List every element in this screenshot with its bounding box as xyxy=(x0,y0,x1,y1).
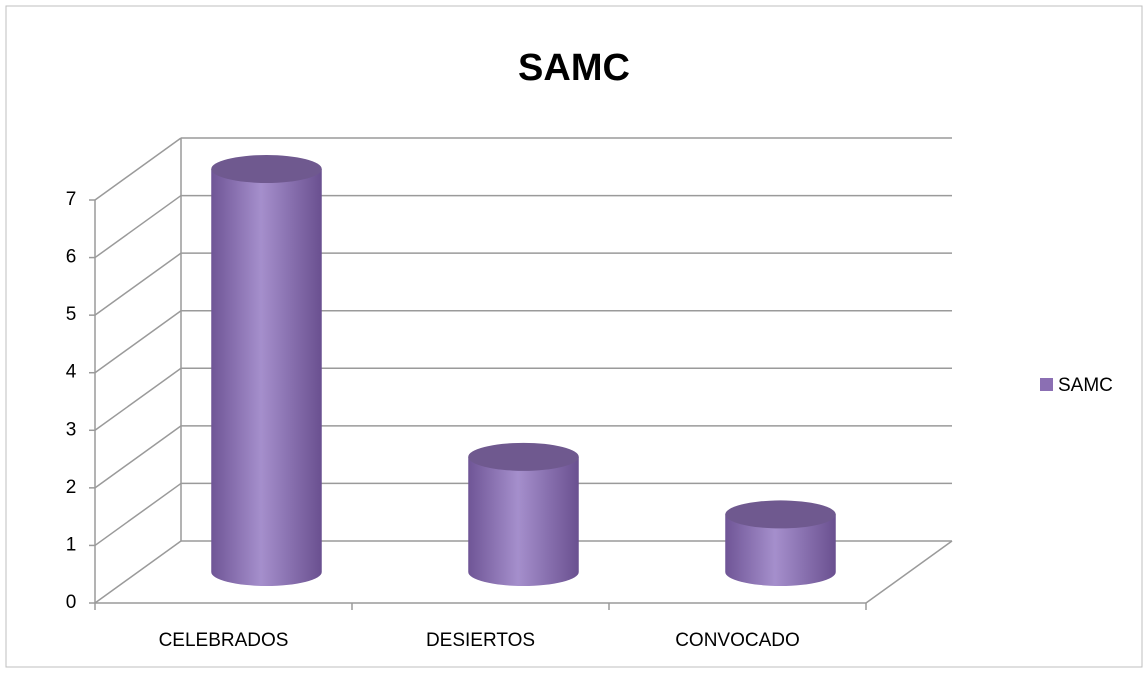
y-tick-label: 5 xyxy=(66,304,77,325)
x-tick-label: CELEBRADOS xyxy=(159,630,289,651)
bar xyxy=(211,155,322,586)
grid-line xyxy=(94,367,182,431)
grid-line xyxy=(94,310,182,374)
bar-body xyxy=(725,514,836,586)
bar-top xyxy=(725,500,836,529)
grid-line xyxy=(94,137,182,201)
bar-body xyxy=(468,456,579,586)
legend-swatch xyxy=(1040,378,1053,391)
y-tick-label: 6 xyxy=(66,247,77,268)
chart-title: SAMC xyxy=(518,47,630,89)
bar xyxy=(468,442,579,586)
floor-right xyxy=(865,540,953,604)
y-tick-label: 0 xyxy=(66,592,77,613)
bar-top xyxy=(468,442,579,471)
grid-line xyxy=(94,425,182,489)
y-tick-label: 2 xyxy=(66,477,77,498)
bar xyxy=(725,500,836,586)
y-tick-label: 1 xyxy=(66,534,77,555)
legend-label: SAMC xyxy=(1058,375,1113,396)
grid-line xyxy=(94,540,182,604)
grid-line xyxy=(94,482,182,547)
bar-body xyxy=(211,169,322,586)
x-tick-label: CONVOCADO xyxy=(675,630,800,651)
y-tick-label: 7 xyxy=(66,189,77,210)
y-tick-label: 3 xyxy=(66,419,77,440)
bar-top xyxy=(211,155,322,183)
y-tick-label: 4 xyxy=(66,362,77,383)
grid-line xyxy=(94,252,182,316)
grid-line xyxy=(94,194,182,259)
x-tick-label: DESIERTOS xyxy=(426,630,535,651)
